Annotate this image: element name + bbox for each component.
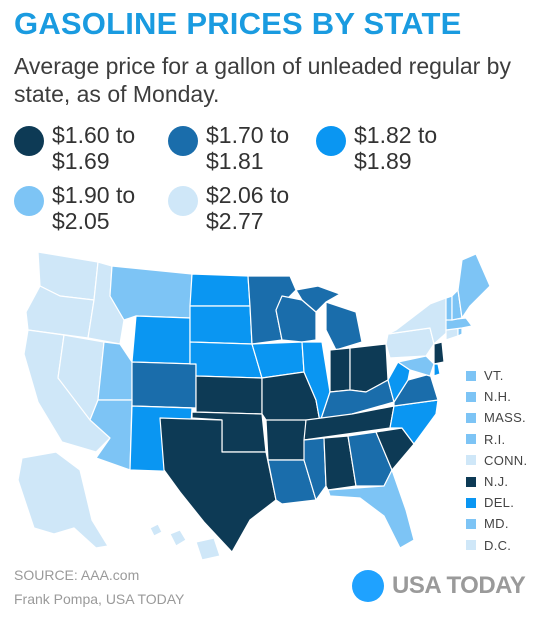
legend-label-5: $2.06 to $2.77 [206, 182, 290, 234]
credit-note: Frank Pompa, USA TODAY [14, 591, 185, 607]
legend-label-2: $1.70 to $1.81 [206, 122, 290, 174]
state-la [267, 459, 317, 505]
state-nj [433, 341, 445, 365]
small-state-label: MASS. [484, 410, 526, 426]
state-ri [457, 327, 463, 337]
legend-label-1: $1.60 to $1.69 [52, 122, 136, 174]
legend-dot-4 [14, 186, 44, 216]
state-ky [319, 379, 395, 423]
state-mi-up [295, 285, 341, 313]
state-mt [109, 265, 193, 321]
state-wv [387, 361, 411, 403]
state-az [89, 399, 133, 471]
legend-item-4: $1.90 to $2.05 [14, 182, 152, 234]
state-hi-3 [195, 537, 221, 561]
small-state-swatch [466, 412, 476, 423]
legend-item-2: $1.70 to $1.81 [168, 122, 306, 174]
state-ak [17, 451, 109, 549]
small-state-swatch [466, 370, 476, 381]
legend-dot-5 [168, 186, 198, 216]
state-co [131, 361, 197, 409]
state-hi-2 [169, 529, 187, 547]
state-va [393, 373, 439, 407]
small-state-md: MD. [466, 513, 527, 534]
legend-dot-1 [14, 126, 44, 156]
small-state-swatch [466, 476, 476, 487]
small-state-swatch [466, 497, 476, 508]
small-state-swatch [466, 518, 476, 529]
state-sd [189, 305, 253, 345]
state-vt [445, 295, 453, 321]
small-state-label: VT. [484, 368, 504, 384]
small-state-label: N.J. [484, 474, 509, 490]
legend-dot-3 [316, 126, 346, 156]
state-tx [159, 417, 277, 553]
state-de [433, 363, 441, 377]
small-state-ma: MASS. [466, 407, 527, 428]
legend-label-3: $1.82 to $1.89 [354, 122, 438, 174]
state-nd [189, 273, 251, 307]
brand-text: USA TODAY [392, 572, 526, 599]
small-state-label: DEL. [484, 495, 515, 511]
state-ny [387, 297, 453, 345]
small-states-key: VT. N.H. MASS. R.I. CONN. N.J. DEL. MD. … [466, 365, 527, 556]
small-state-ct: CONN. [466, 450, 527, 471]
small-state-swatch [466, 391, 476, 402]
state-fl [327, 469, 415, 549]
state-me [457, 253, 491, 319]
state-wy [131, 315, 191, 365]
small-state-nh: N.H. [466, 386, 527, 407]
state-hi-1 [149, 523, 163, 537]
legend-item-1: $1.60 to $1.69 [14, 122, 152, 174]
legend-item-3: $1.82 to $1.89 [316, 122, 454, 174]
state-ut [97, 341, 133, 401]
legend-label-4: $1.90 to $2.05 [52, 182, 136, 234]
small-state-label: D.C. [484, 537, 512, 553]
legend-dot-2 [168, 126, 198, 156]
small-state-vt: VT. [466, 365, 527, 386]
page-title: GASOLINE PRICES BY STATE [14, 6, 462, 41]
state-ne [189, 341, 263, 379]
subtitle: Average price for a gallon of unleaded r… [14, 53, 511, 107]
state-mi [325, 301, 363, 351]
state-ar [265, 419, 307, 461]
brand-dot-icon [352, 570, 384, 602]
state-in [329, 347, 351, 393]
state-al [323, 435, 357, 491]
small-state-nj: N.J. [466, 471, 527, 492]
legend-item-5: $2.06 to $2.77 [168, 182, 306, 234]
small-state-dc: D.C. [466, 535, 527, 556]
small-state-swatch [466, 540, 476, 551]
us-map [17, 251, 491, 561]
source-note: SOURCE: AAA.com [14, 567, 140, 583]
small-state-label: R.I. [484, 431, 506, 447]
state-md [397, 355, 435, 377]
usa-today-logo: USA TODAY [352, 570, 526, 602]
small-state-label: MD. [484, 516, 509, 532]
small-state-label: N.H. [484, 389, 512, 405]
state-ks [195, 375, 263, 415]
small-state-ri: R.I. [466, 429, 527, 450]
small-state-swatch [466, 434, 476, 445]
small-state-label: CONN. [484, 452, 528, 468]
state-ma [445, 317, 473, 331]
small-state-de: DEL. [466, 492, 527, 513]
small-state-swatch [466, 455, 476, 466]
state-ms [303, 437, 327, 501]
